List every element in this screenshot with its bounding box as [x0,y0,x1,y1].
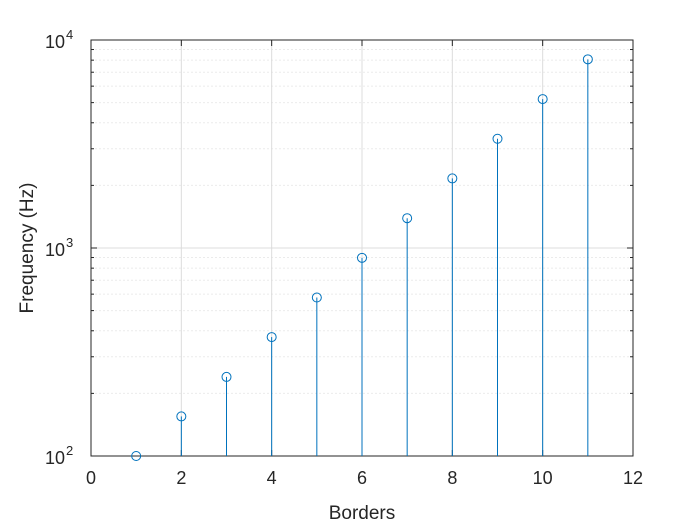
y-tick-exponent: 3 [66,235,73,250]
x-tick-label: 10 [533,468,553,488]
stem-marker [402,213,413,224]
x-tick-label: 12 [623,468,643,488]
x-tick-label: 0 [86,468,96,488]
x-tick-label: 2 [176,468,186,488]
stem-marker [311,292,322,303]
y-tick-label: 10 [45,32,65,52]
stem-marker [492,133,503,144]
stem-series [131,54,593,461]
y-axis-label: Frequency (Hz) [17,183,38,314]
y-tick-exponent: 2 [66,443,73,458]
stem-marker [221,371,232,382]
y-tick-exponent: 4 [66,27,73,42]
stem-marker [131,451,142,461]
stem-marker [266,332,277,343]
stem-marker [357,252,367,263]
stem-marker [582,54,593,65]
stem-marker [447,173,458,184]
tick-labels: 10 210 310 40 2 4 6 8 10 12 [45,27,643,488]
stem-marker [176,411,187,422]
x-tick-label: 8 [447,468,457,488]
stem-marker [537,94,548,105]
x-axis-label: Borders [329,503,396,524]
x-tick-label: 4 [267,468,277,488]
x-tick-label: 6 [357,468,367,488]
y-tick-label: 10 [45,240,65,260]
y-tick-label: 10 [45,448,65,468]
